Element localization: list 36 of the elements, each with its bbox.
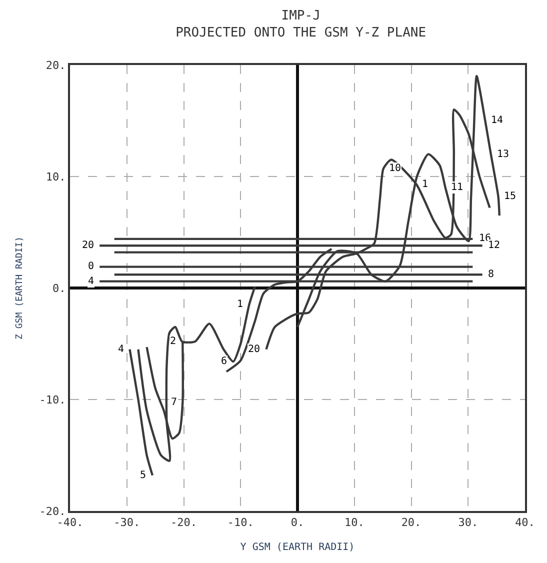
y-tick-label: 20. [46,58,66,72]
x-tick-label: -10. [227,516,254,530]
x-tick-label: -20. [170,516,197,530]
annotation: 2 [170,336,176,347]
y-tick-label: -20. [39,504,66,518]
chart-subtitle: PROJECTED ONTO THE GSM Y-Z PLANE [176,26,426,41]
y-tick-label: 0. [52,282,66,295]
annotation: 4 [88,276,94,287]
x-tick-label: 20. [401,516,422,530]
annotation: 12 [488,240,500,251]
annotation: 15 [504,191,516,202]
x-tick-label: 10. [344,516,364,530]
annotation: 8 [488,269,494,280]
annotation: 6 [221,356,228,367]
x-axis-title: Y GSM (EARTH RADII) [240,542,355,554]
annotation: 7 [171,397,178,408]
annotation: 14 [491,115,504,126]
annotation: 20 [82,240,94,251]
x-tick-label: -40. [56,516,84,530]
x-tick-label: -30. [114,516,140,530]
y-tick-label: 10. [46,170,66,184]
annotation: 10 [389,163,402,174]
annotation: 5 [140,470,146,481]
y-tick-label: -10. [39,393,66,406]
annotation: 11 [451,182,464,193]
annotation: 1 [422,179,428,190]
y-axis-title: Z GSM (EARTH RADII) [15,236,26,340]
annotation: 20 [248,344,260,355]
annotation: 4 [118,344,124,355]
x-tick-label: 40. [515,516,535,530]
annotation: 13 [497,149,510,160]
chart-title: IMP-J [281,8,320,24]
x-tick-label: 0. [290,516,304,530]
x-tick-label: 30. [458,516,478,530]
annotation: 1 [237,299,244,310]
annotation: 0 [88,261,94,272]
